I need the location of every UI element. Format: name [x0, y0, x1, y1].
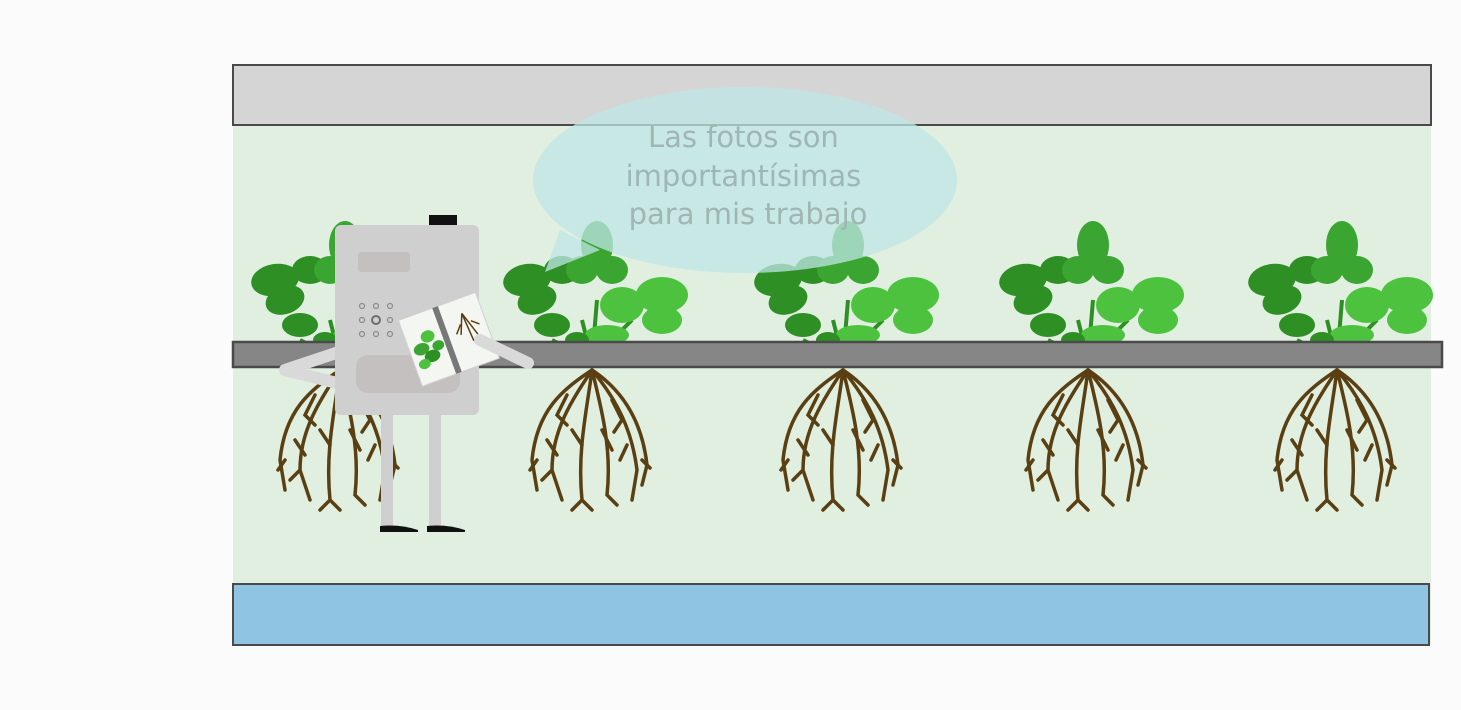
robot	[279, 215, 534, 532]
bubble-line-3: para mis trabajo	[629, 197, 868, 231]
robot-arm-right	[474, 334, 534, 369]
robot-arm-left	[279, 344, 351, 391]
svg-text:Las fotos son importantí: Las fotos son importantísimas para mis t…	[626, 120, 871, 231]
bubble-line-2: importantísimas	[626, 159, 862, 193]
speech-bubble: Las fotos son importantísimas para mis t…	[533, 87, 957, 273]
water-reservoir	[232, 583, 1430, 646]
robot-foot-right	[427, 525, 465, 532]
bubble-line-1: Las fotos son	[648, 120, 839, 154]
robot-leg-left	[381, 410, 393, 528]
robot-display	[358, 252, 410, 272]
robot-leg-right	[429, 410, 441, 528]
robot-foot-left	[380, 525, 418, 532]
robot-antenna-icon	[429, 215, 457, 227]
robot-buttons-icon	[358, 302, 394, 338]
photo-icon	[397, 291, 501, 387]
